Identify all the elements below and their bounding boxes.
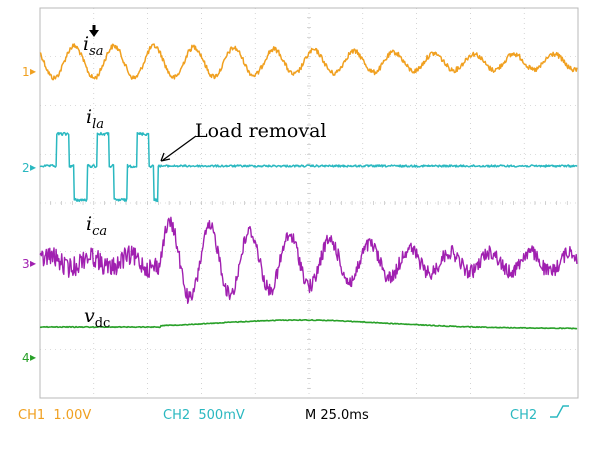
channel-marker-2: 2 — [22, 161, 30, 175]
channel-marker-1: 1 — [22, 65, 30, 79]
trigger-arrow-stem — [92, 25, 96, 31]
annotation-arrow-line — [162, 135, 197, 161]
channel-marker-4-arrow: ▸ — [30, 350, 36, 364]
annotation-arrow-head-icon — [160, 152, 171, 162]
trace-vdc — [39, 318, 578, 330]
trace-label-ica: ica — [86, 213, 107, 239]
trace-ica — [39, 216, 578, 304]
status-timebase: M 25.0ms — [305, 408, 369, 423]
rising-edge-trigger-icon — [550, 405, 569, 418]
trace-label-vdc: vdc — [84, 305, 110, 331]
status-trigger: CH2 — [510, 408, 537, 423]
annotation-load-removal: Load removal — [195, 120, 327, 142]
trace-isa — [39, 43, 578, 81]
status-ch2: CH2 500mV — [163, 408, 245, 423]
grid — [39, 7, 579, 399]
channel-marker-4: 4 — [22, 351, 30, 365]
trace-label-ila: ila — [86, 106, 104, 132]
trigger-arrow-icon — [89, 30, 99, 37]
channel-marker-1-arrow: ▸ — [30, 64, 36, 78]
status-ch1: CH1 1.00V — [18, 408, 91, 423]
channel-marker-3: 3 — [22, 257, 30, 271]
channel-marker-2-arrow: ▸ — [30, 160, 36, 174]
trace-ila — [39, 131, 578, 203]
traces — [39, 43, 578, 330]
channel-marker-3-arrow: ▸ — [30, 256, 36, 270]
trace-label-isa: isa — [83, 33, 104, 59]
